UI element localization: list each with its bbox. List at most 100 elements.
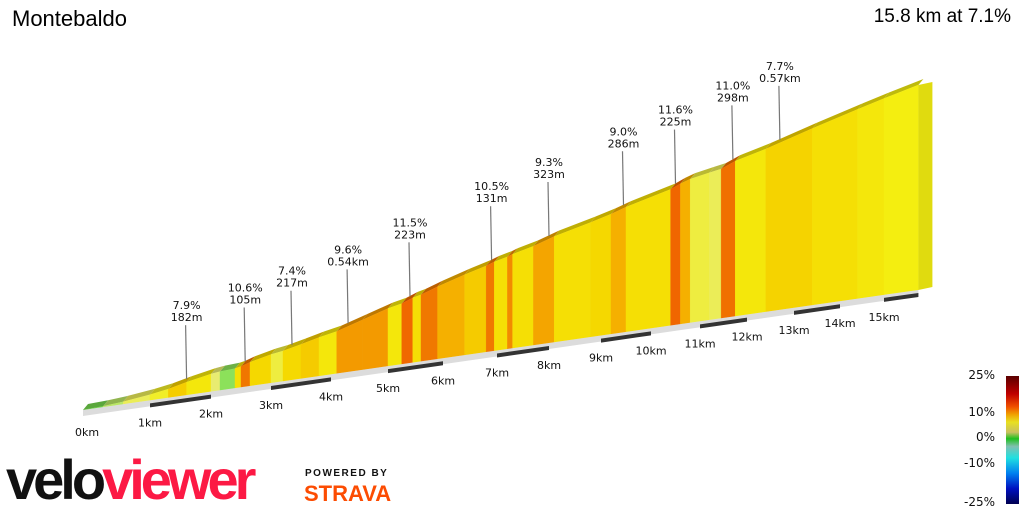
segment-top xyxy=(123,388,155,402)
gradient-segment xyxy=(720,160,736,319)
segment-top xyxy=(271,345,288,355)
annotation-leader-line xyxy=(346,269,349,324)
segment-top xyxy=(362,302,393,320)
km-marker-bar xyxy=(271,377,331,390)
annotation-length: 131m xyxy=(476,192,508,205)
segment-top xyxy=(186,367,216,383)
gradient-segment xyxy=(210,371,221,392)
gradient-segment xyxy=(625,189,671,333)
annotation-gradient: 11.0% xyxy=(715,79,750,92)
km-marker-bar xyxy=(497,346,549,358)
strava-logo: STRAVA xyxy=(304,481,392,506)
legend-label: 25% xyxy=(968,368,995,382)
gradient-segment xyxy=(300,337,320,379)
annotation-leader-line xyxy=(243,307,246,362)
annotation-leader-line xyxy=(673,129,677,184)
annotation-gradient: 7.9% xyxy=(173,299,201,312)
gradient-segment xyxy=(420,286,438,362)
x-axis-ticks: 0km 1km 2km 3km 4km 5km 6km 7km 8km 9km 10km 11km 12… xyxy=(75,311,900,439)
gradient-segment xyxy=(387,303,402,367)
annotation-leader-line xyxy=(731,105,734,160)
gradient-segment xyxy=(437,274,465,360)
gradient-segment xyxy=(401,297,413,365)
annotation-length: 286m xyxy=(608,137,640,150)
segment-top xyxy=(680,173,696,184)
segment-top xyxy=(735,143,771,162)
x-tick-label: 8km xyxy=(537,359,561,372)
annotation-leader-line xyxy=(778,85,781,140)
segment-top xyxy=(301,331,324,345)
x-tick-label: 4km xyxy=(319,390,343,403)
gradient-segment xyxy=(765,128,813,313)
segment-top xyxy=(812,103,863,129)
x-tick-label: 0km xyxy=(75,426,99,439)
gradient-segment xyxy=(812,109,858,306)
segment-top xyxy=(401,291,418,304)
veloviewer-logo: veloviewer xyxy=(6,452,256,508)
segment-top xyxy=(690,166,715,180)
segment-top xyxy=(507,248,518,257)
segment-top xyxy=(670,177,686,190)
climb-summary: 15.8 km at 7.1% xyxy=(873,6,1011,27)
gradient-segment xyxy=(240,361,251,388)
segment-top xyxy=(533,230,560,247)
annotation-gradient: 10.5% xyxy=(474,180,509,193)
gradient-segment xyxy=(494,256,508,352)
segment-top xyxy=(168,376,192,390)
gradient-segment xyxy=(219,368,236,391)
annotation-length: 225m xyxy=(660,116,692,129)
gradient-annotations: 7.9%182m 10.6%105m 7.4%217m 9.6%0.54km 11.5%… xyxy=(171,60,801,380)
gradient-segment xyxy=(709,168,722,321)
x-tick-label: 9km xyxy=(589,352,613,365)
gradient-segment xyxy=(533,236,555,346)
gradient-segment xyxy=(883,84,919,296)
annotation-gradient: 9.3% xyxy=(535,156,563,169)
x-tick-label: 15km xyxy=(868,311,899,324)
annotation-leader-line xyxy=(621,151,625,206)
gradient-segment xyxy=(282,344,302,382)
segment-top xyxy=(388,297,407,309)
gradient-segment xyxy=(234,366,242,389)
x-tick-label: 5km xyxy=(376,382,400,395)
annotation-length: 0.54km xyxy=(327,255,369,268)
segment-top xyxy=(884,78,924,99)
segment-top xyxy=(494,250,513,262)
x-tick-label: 1km xyxy=(138,416,162,429)
x-tick-label: 7km xyxy=(485,367,509,380)
segment-top xyxy=(590,208,616,223)
segment-top xyxy=(241,356,255,367)
segment-top xyxy=(83,400,109,410)
annotation-length: 105m xyxy=(229,294,261,307)
x-tick-label: 2km xyxy=(199,408,223,421)
gradient-segment xyxy=(512,245,534,349)
climb-title: Montebaldo xyxy=(12,6,127,31)
annotation-gradient: 11.5% xyxy=(393,216,428,229)
segment-top xyxy=(437,268,470,287)
segment-top xyxy=(211,365,225,374)
segment-top xyxy=(421,280,443,295)
profile-front-face xyxy=(82,81,933,411)
gradient-segment xyxy=(486,261,495,353)
annotation-leader-line xyxy=(185,325,188,380)
powered-by-label: POWERED BY xyxy=(305,468,389,479)
x-tick-label: 12km xyxy=(731,331,762,344)
annotation-length: 223m xyxy=(394,228,426,241)
x-tick-label: 6km xyxy=(431,374,455,387)
legend-label: -10% xyxy=(963,456,995,470)
gradient-segment xyxy=(507,253,513,350)
logo-velo: velo xyxy=(6,448,106,511)
profile-top-surface xyxy=(83,78,924,410)
gradient-color-bar xyxy=(1006,376,1019,504)
annotation-gradient: 7.7% xyxy=(766,60,794,73)
segment-top xyxy=(709,163,727,173)
gradient-segment xyxy=(690,172,710,323)
legend-label: 0% xyxy=(975,430,995,444)
annotation-gradient: 10.6% xyxy=(228,282,263,295)
annotation-gradient: 9.0% xyxy=(610,125,638,138)
segment-top xyxy=(554,216,596,237)
segment-top xyxy=(283,338,306,352)
legend-label: 10% xyxy=(968,405,995,419)
segment-top xyxy=(319,325,342,338)
km-marker-bar xyxy=(388,361,443,374)
